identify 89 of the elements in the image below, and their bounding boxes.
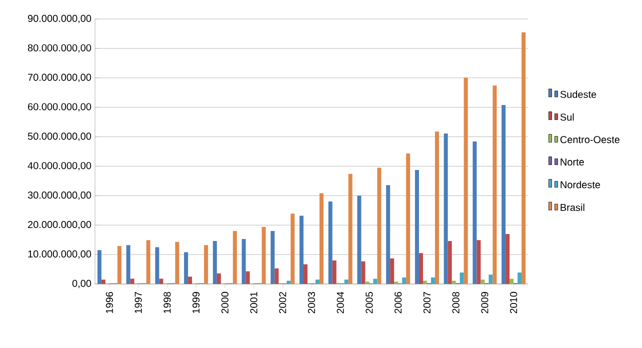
bar (502, 104, 506, 284)
bar (386, 185, 390, 284)
bar (242, 238, 246, 284)
bar (117, 246, 122, 284)
legend-label: Brasil (560, 204, 584, 212)
bar (488, 274, 493, 284)
bar (328, 202, 332, 284)
bar (316, 280, 320, 284)
bar (146, 240, 150, 284)
bar (262, 226, 266, 284)
bar (130, 278, 134, 284)
bar (232, 231, 237, 284)
legend-label: Nordeste (560, 180, 600, 188)
y-tick-label: 40.000.000,00 (28, 162, 92, 170)
bar (464, 78, 468, 284)
bar (472, 141, 477, 284)
y-tick-label: 80.000.000,00 (28, 44, 92, 53)
x-tick-label: 2010 (510, 292, 518, 314)
bar (390, 258, 394, 284)
bar (188, 276, 192, 284)
y-tick-label: 60.000.000,00 (28, 103, 92, 112)
bar (357, 196, 362, 284)
bar (300, 216, 304, 284)
y-tick-label: 20.000.000,00 (28, 220, 92, 230)
x-tick-label: 2008 (452, 292, 460, 314)
bar (344, 280, 348, 284)
y-tick-label: 70.000.000,00 (28, 74, 92, 82)
bar (448, 241, 452, 284)
x-tick-label: 2003 (308, 292, 316, 314)
bar (480, 280, 485, 284)
y-tick-label: 30.000.000,00 (28, 192, 92, 200)
bar (418, 253, 423, 284)
bar (216, 273, 221, 284)
y-tick-label: 50.000.000,00 (28, 132, 92, 141)
x-tick-label: 2009 (481, 292, 488, 314)
bar (332, 260, 336, 284)
bar (155, 247, 160, 284)
bar (522, 32, 526, 284)
y-tick-label: 0,00 (72, 280, 92, 288)
bar (373, 278, 378, 284)
x-tick-label: 1997 (134, 292, 142, 314)
bar (434, 131, 439, 284)
legend-label: Sudeste (560, 90, 596, 98)
bar (361, 261, 366, 284)
bar (286, 280, 291, 284)
bar (444, 134, 448, 284)
bar (506, 234, 510, 284)
bar (377, 168, 382, 284)
bar (510, 278, 514, 284)
legend-label: Sul (560, 113, 574, 121)
legend-label: Centro-Oeste (560, 136, 620, 144)
x-tick-label: 2004 (336, 292, 344, 314)
x-tick-label: 2007 (423, 292, 431, 314)
bar (518, 272, 522, 284)
bar (304, 264, 308, 284)
bar (414, 170, 419, 284)
bar (246, 271, 250, 284)
bar (406, 154, 410, 284)
y-tick-label: 90.000.000,00 (28, 14, 92, 24)
bar (476, 240, 481, 284)
y-tick-label: 10.000.000,00 (28, 250, 92, 259)
x-tick-label: 2000 (221, 292, 228, 314)
x-tick-label: 1996 (106, 292, 113, 314)
bar (430, 278, 435, 284)
bar (274, 268, 279, 284)
x-tick-label: 2006 (394, 292, 402, 314)
bar (204, 245, 208, 284)
bar (184, 252, 188, 284)
legend-label: Norte (560, 158, 584, 166)
bar (422, 280, 427, 284)
bar (175, 242, 180, 284)
x-tick-label: 2001 (250, 292, 258, 314)
bar (290, 214, 295, 284)
bar (492, 86, 497, 284)
bar (159, 278, 164, 284)
bar (97, 250, 102, 284)
x-tick-label: 2005 (366, 292, 373, 314)
bar (452, 280, 456, 284)
bar (101, 280, 106, 284)
bar (126, 245, 130, 284)
x-tick-label: 1999 (192, 292, 200, 314)
bar (270, 231, 275, 284)
bar (402, 278, 406, 284)
bar (320, 193, 324, 284)
x-tick-label: 2002 (279, 292, 286, 314)
bar (212, 241, 217, 284)
x-tick-label: 1998 (164, 292, 171, 314)
bar (460, 272, 464, 284)
bar (348, 174, 352, 284)
